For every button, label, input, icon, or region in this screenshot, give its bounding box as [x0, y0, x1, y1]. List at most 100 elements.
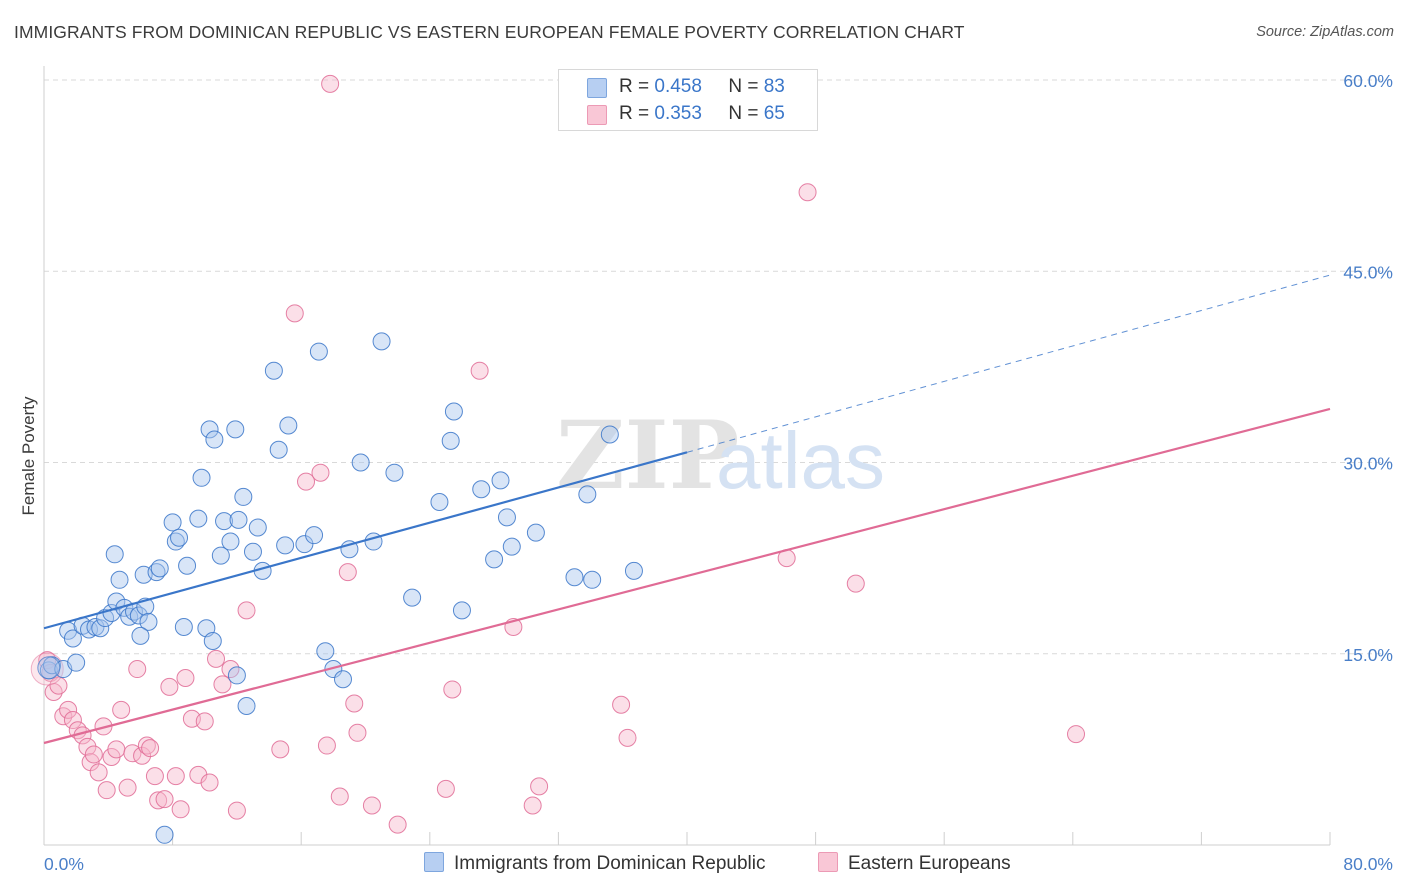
- data-point: [351, 453, 370, 472]
- data-point: [67, 653, 86, 672]
- data-point: [84, 745, 103, 764]
- data-point: [502, 537, 521, 556]
- data-point: [441, 431, 460, 450]
- legend-swatch-blue: [587, 78, 607, 98]
- data-point: [205, 430, 224, 449]
- data-point: [227, 801, 246, 820]
- data-point: [297, 472, 316, 491]
- data-point: [213, 675, 232, 694]
- y-tick-label: 30.0%: [1343, 454, 1393, 474]
- trend-line-blue: [43, 451, 688, 630]
- data-point: [285, 304, 304, 323]
- data-point: [63, 711, 82, 730]
- data-point: [338, 563, 357, 582]
- data-point: [279, 416, 298, 435]
- data-point: [207, 649, 226, 668]
- data-point: [150, 559, 169, 578]
- data-point: [1067, 725, 1086, 744]
- data-point: [221, 660, 240, 679]
- data-point: [243, 542, 262, 561]
- data-point: [163, 513, 182, 532]
- data-point: [49, 676, 68, 695]
- data-point: [264, 361, 283, 380]
- series-dominican-republic: [37, 332, 643, 844]
- data-point: [497, 508, 516, 527]
- data-point: [171, 800, 190, 819]
- data-point: [583, 570, 602, 589]
- data-point: [565, 568, 584, 587]
- data-point: [89, 763, 108, 782]
- data-point: [200, 420, 219, 439]
- data-point: [112, 700, 131, 719]
- y-tick-label: 60.0%: [1343, 71, 1393, 91]
- data-point: [624, 561, 643, 580]
- legend-n-label: N =: [728, 103, 764, 124]
- legend-n-label: N =: [728, 76, 764, 97]
- data-point: [316, 642, 335, 661]
- data-point: [430, 493, 449, 512]
- data-point: [321, 74, 340, 93]
- data-point: [120, 607, 139, 626]
- data-point: [141, 739, 160, 758]
- watermark-zip: ZIP: [556, 401, 739, 511]
- data-point: [78, 737, 97, 756]
- trend-line-pink: [43, 407, 1331, 745]
- data-point: [330, 787, 349, 806]
- data-point: [128, 660, 147, 679]
- trend-lines: [43, 274, 1331, 745]
- data-point: [91, 619, 110, 638]
- data-point: [530, 777, 549, 796]
- data-point: [485, 550, 504, 569]
- legend-swatch-pink: [587, 105, 607, 125]
- data-point: [436, 779, 455, 798]
- data-point: [215, 512, 234, 531]
- data-point: [846, 574, 865, 593]
- legend-n-value: 83: [763, 76, 785, 97]
- data-point: [600, 425, 619, 444]
- data-point: [97, 781, 116, 800]
- y-axis-label: Female Poverty: [19, 396, 38, 516]
- data-point: [160, 677, 179, 696]
- data-point: [221, 532, 240, 551]
- watermark: ZIP atlas: [556, 401, 885, 511]
- data-point: [107, 740, 126, 759]
- data-point: [105, 545, 124, 564]
- data-point: [211, 546, 230, 565]
- data-point: [472, 480, 491, 499]
- data-point: [137, 736, 156, 755]
- data-point: [452, 601, 471, 620]
- data-point: [362, 796, 381, 815]
- legend-item-eastern-europeans: Eastern Europeans: [818, 852, 1011, 875]
- data-point: [248, 518, 267, 537]
- data-point: [129, 606, 148, 625]
- data-point: [372, 332, 391, 351]
- data-point: [618, 728, 637, 747]
- data-point: [526, 523, 545, 542]
- data-point: [118, 778, 137, 797]
- data-point: [305, 526, 324, 545]
- series-eastern-europeans: [30, 74, 1086, 834]
- data-point: [139, 612, 158, 631]
- x-tick-label: 0.0%: [44, 854, 84, 874]
- correlation-legend: R = 0.458 N = 83 R = 0.353 N = 65: [558, 69, 818, 131]
- data-point: [345, 694, 364, 713]
- data-point: [149, 791, 168, 810]
- data-point: [174, 617, 193, 636]
- data-point: [37, 656, 61, 680]
- data-point: [234, 487, 253, 506]
- data-point: [309, 342, 328, 361]
- y-tick-label: 45.0%: [1343, 262, 1393, 282]
- data-point: [470, 361, 489, 380]
- data-point: [444, 402, 463, 421]
- data-point: [63, 629, 82, 648]
- legend-label: Immigrants from Dominican Republic: [454, 853, 766, 874]
- data-point: [317, 736, 336, 755]
- data-point: [276, 536, 295, 555]
- trend-line-blue-extension: [686, 274, 1331, 453]
- data-point: [176, 668, 195, 687]
- data-point: [403, 588, 422, 607]
- data-point: [192, 468, 211, 487]
- data-point: [443, 680, 462, 699]
- data-point: [189, 509, 208, 528]
